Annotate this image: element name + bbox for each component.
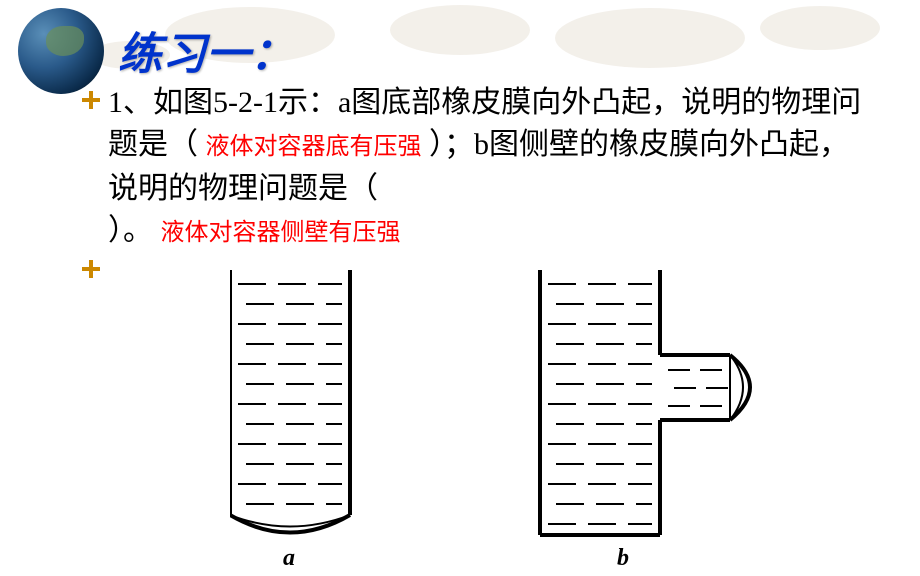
answer-1: 液体对容器底有压强 (206, 134, 422, 160)
slide-title: 练习一： (118, 18, 294, 82)
cylinder-a (230, 270, 350, 533)
question-text: 1、如图5-2-1示：a图底部橡皮膜向外凸起，说明的物理问题是（ 液体对容器底有… (108, 82, 878, 254)
question-after: ）。 (108, 214, 153, 247)
cylinder-b (540, 270, 750, 535)
label-a: a (283, 545, 295, 572)
answer-2: 液体对容器侧壁有压强 (161, 220, 401, 246)
physics-diagram (230, 270, 770, 550)
globe-icon (18, 8, 104, 94)
bullet-icon (82, 260, 100, 278)
label-b: b (617, 545, 629, 572)
bullet-icon (82, 91, 100, 109)
